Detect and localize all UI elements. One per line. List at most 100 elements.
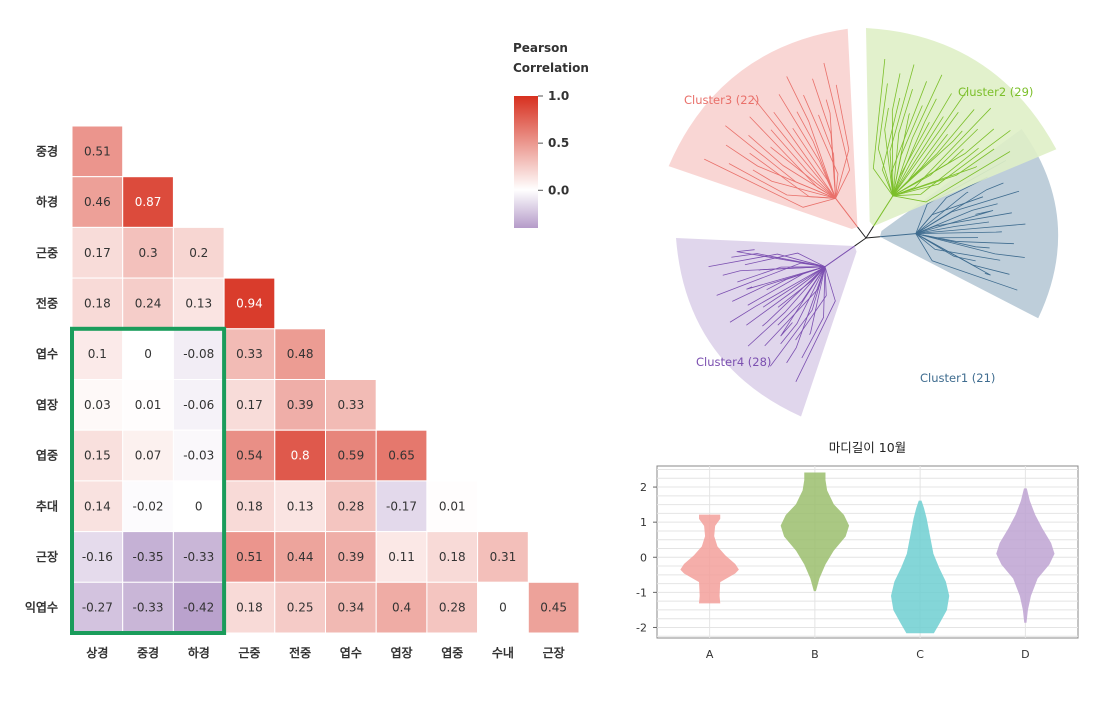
- dendrogram-leaf-branch: [786, 266, 826, 364]
- dendrogram-leaf-branch: [770, 129, 836, 199]
- heatmap-cell-value: 0.14: [84, 499, 111, 513]
- dendrogram-leaf-branch: [749, 152, 836, 199]
- heatmap-cell: [122, 328, 174, 380]
- dendrogram-branch: [835, 198, 858, 228]
- heatmap-cell-value: -0.35: [133, 550, 164, 564]
- heatmap-cell: [172, 581, 225, 634]
- dendrogram-leaf-branch: [749, 116, 836, 199]
- heatmap-row-label: 중경: [36, 144, 58, 158]
- heatmap-cell: [122, 277, 174, 330]
- dendrogram-leaf-branch: [737, 266, 826, 283]
- dendrogram-leaf-branch: [764, 266, 826, 347]
- dendrogram-leaf-branch: [915, 210, 994, 235]
- dendrogram-leaf-branch: [915, 212, 1012, 235]
- dendrogram-leaf-branch: [915, 196, 984, 234]
- heatmap-row-label: 엽장: [36, 398, 58, 412]
- x-tick-label: A: [706, 648, 714, 661]
- heatmap-cell-value: 0.25: [287, 601, 314, 615]
- heatmap-cell: [477, 531, 529, 583]
- heatmap-cell-value: 0.34: [337, 601, 364, 615]
- heatmap-cell-value: -0.17: [386, 499, 417, 513]
- dendrogram-leaf-branch: [915, 233, 991, 276]
- heatmap-cell-value: 0.1: [88, 347, 107, 361]
- heatmap-cell: [477, 581, 529, 634]
- violin-shape: [996, 488, 1055, 623]
- legend-tick-label: 1.0: [548, 89, 569, 103]
- legend-colorbar: [514, 96, 538, 228]
- heatmap-col-label: 엽장: [391, 646, 413, 660]
- dendrogram-leaf-branch: [725, 125, 836, 199]
- x-tick-label: D: [1021, 648, 1029, 661]
- dendrogram-leaf-branch: [801, 266, 826, 359]
- heatmap-cell: [325, 379, 377, 431]
- violin-shape: [780, 472, 850, 592]
- heatmap-cell-value: 0.51: [84, 144, 111, 158]
- dendrogram-branch: [865, 236, 880, 239]
- heatmap-cell: [375, 531, 428, 583]
- heatmap-cell-value: 0.2: [189, 246, 208, 260]
- dendrogram-leaf-branch: [747, 266, 826, 347]
- heatmap-col-label: 엽수: [340, 646, 362, 660]
- x-tick-label: B: [811, 648, 819, 661]
- dendrogram-leaf-branch: [892, 128, 979, 197]
- heatmap-col-label: 엽중: [441, 646, 463, 660]
- heatmap-cell-value: -0.33: [183, 550, 214, 564]
- dendrogram-branch: [824, 245, 855, 268]
- heatmap-cell: [223, 328, 276, 380]
- cluster-label: Cluster4 (28): [696, 355, 771, 369]
- violin-shape: [890, 500, 950, 634]
- heatmap-cell-value: 0.18: [236, 601, 263, 615]
- heatmap-cell: [426, 480, 479, 533]
- dendrogram-leaf-branch: [892, 130, 1011, 197]
- heatmap-cell-value: 0.33: [236, 347, 263, 361]
- heatmap-cell-value: 0.3: [139, 246, 158, 260]
- cluster-region: [879, 129, 1059, 319]
- heatmap-cell-value: 0.17: [84, 246, 111, 260]
- dendrogram-leaf-branch: [780, 266, 826, 345]
- heatmap-cell-value: 0.59: [337, 449, 364, 463]
- heatmap-cell-value: -0.42: [183, 601, 214, 615]
- heatmap-cell-value: 0.54: [236, 449, 263, 463]
- heatmap-cell: [274, 379, 326, 431]
- dendrogram-leaf-branch: [872, 58, 894, 197]
- dendrogram-leaf-branch: [796, 111, 836, 199]
- heatmap-cell-value: -0.02: [133, 499, 164, 513]
- heatmap-cell: [274, 581, 326, 634]
- dendrogram-leaf-branch: [825, 99, 836, 199]
- x-tick-label: C: [916, 648, 924, 661]
- heatmap-cell-value: 0.07: [135, 449, 162, 463]
- heatmap-cell-value: -0.06: [183, 398, 214, 412]
- dendrogram-leaf-branch: [890, 81, 927, 196]
- dendrogram-leaf-branch: [778, 94, 836, 199]
- heatmap-cell-value: 0: [144, 347, 152, 361]
- violin-title: 마디길이 10월: [829, 440, 906, 455]
- dendrogram-leaf-branch: [892, 122, 930, 196]
- dendrogram-branch: [879, 233, 916, 238]
- y-tick-label: -2: [636, 621, 647, 634]
- heatmap-cell-value: 0.28: [439, 601, 466, 615]
- heatmap-cell: [325, 429, 377, 482]
- dendrogram-leaf-branch: [752, 169, 836, 199]
- dendrogram-leaf-branch: [892, 109, 975, 197]
- heatmap-cell-value: 0.24: [135, 296, 162, 310]
- dendrogram-leaf-branch: [915, 233, 990, 249]
- dendrogram-leaf-branch: [915, 233, 1018, 291]
- heatmap-cell: [325, 581, 377, 634]
- heatmap-cell: [375, 429, 428, 482]
- heatmap-cell: [71, 125, 124, 178]
- heatmap-row-label: 추대: [36, 498, 58, 513]
- heatmap-cell: [71, 581, 124, 634]
- heatmap-row-label: 근장: [36, 550, 58, 564]
- heatmap-cell: [122, 581, 174, 634]
- heatmap-cell-value: -0.27: [82, 601, 113, 615]
- dendrogram-leaf-branch: [892, 89, 969, 197]
- heatmap-cell: [172, 379, 225, 431]
- heatmap-row-label: 익엽수: [25, 601, 58, 615]
- heatmap-cell-value: 0.18: [236, 499, 263, 513]
- dendrogram-leaf-branch: [915, 190, 1020, 234]
- heatmap-col-label: 하경: [188, 645, 210, 660]
- cluster-label: Cluster3 (22): [684, 93, 759, 107]
- dendrogram-leaf-branch: [770, 146, 836, 199]
- cluster-region: [676, 238, 857, 417]
- heatmap-col-label: 근장: [543, 646, 565, 660]
